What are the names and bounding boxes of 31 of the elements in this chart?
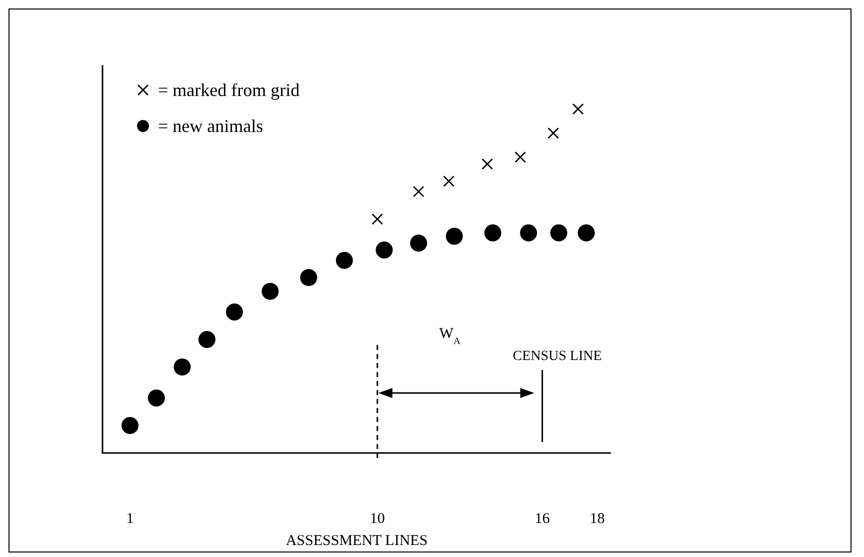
point [148,389,165,406]
x-tick-label: 18 [590,511,605,527]
legend-label: = marked from grid [158,80,300,100]
point [412,186,424,198]
point [198,330,216,348]
point [174,358,191,376]
point [376,242,393,259]
point [484,224,502,242]
point [514,151,526,163]
x-tick-label: 16 [534,511,550,527]
point [372,213,384,225]
point [443,176,455,187]
point [410,234,428,252]
point [121,416,138,434]
point [300,269,318,286]
point [226,303,243,320]
point [336,252,353,269]
annotation: W$_{A}$ [439,326,460,346]
point [550,224,568,242]
x-tick-label: 1 [126,511,134,527]
point [578,224,595,242]
point [482,158,494,170]
x-tick-label: 10 [370,511,385,527]
point [262,282,279,300]
x-axis-title: ASSESSMENT LINES [286,533,428,549]
point [548,127,559,139]
point [446,228,463,245]
point [572,103,584,115]
ref-line-label: CENSUS LINE [512,349,602,364]
point [520,224,538,242]
legend-label: = new animals [158,116,264,136]
